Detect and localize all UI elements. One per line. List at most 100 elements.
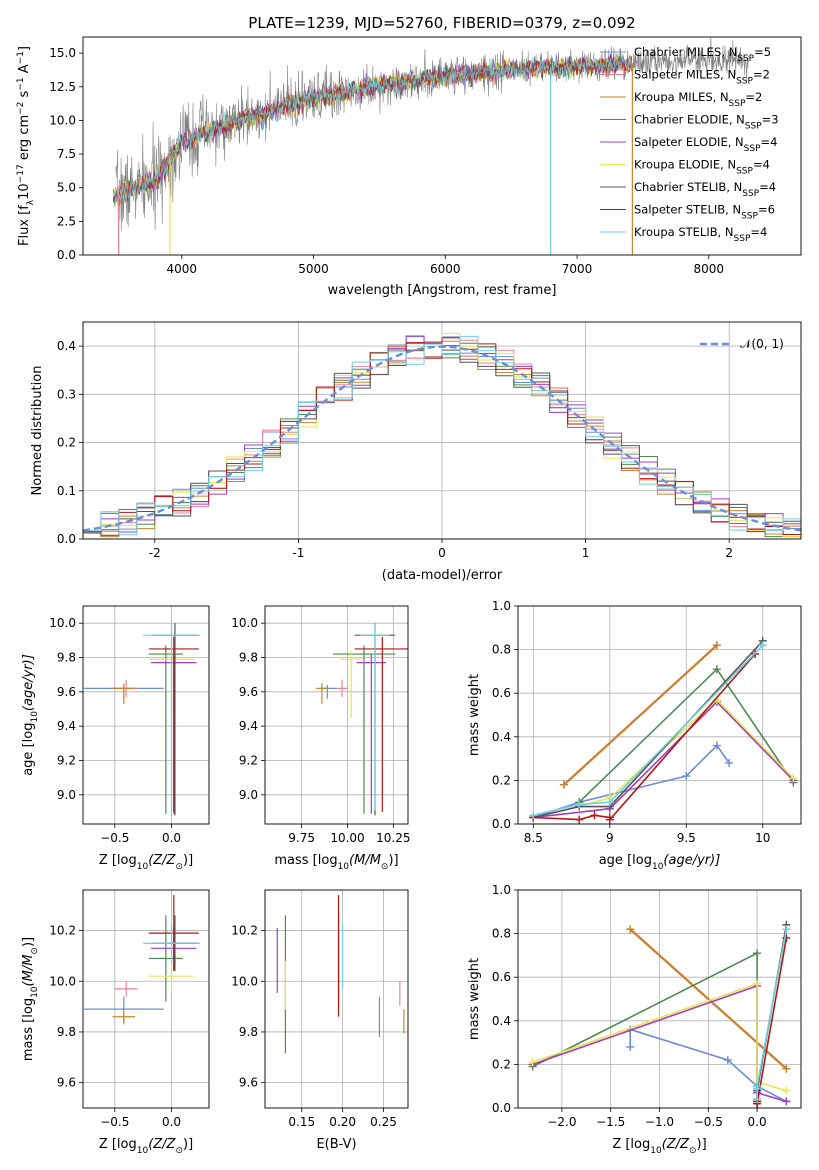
legend-entry: Kroupa MILES, NSSP=2	[634, 90, 762, 109]
label-part: SSP	[742, 189, 759, 199]
mass-weight-marker	[753, 979, 762, 988]
mass-weight-marker	[782, 933, 791, 942]
mass-weight-marker	[725, 758, 734, 767]
label-part: Salpeter ELODIE, N	[634, 135, 744, 149]
x-tick-label: 2	[725, 546, 733, 560]
x-axis-label: mass [log10(M/M⊙)]	[274, 853, 398, 872]
axes-frame: -2 -1 0 1 2 0.0 0.1 0.2 0.3 0.4 (data-model)/error…	[30, 321, 802, 583]
label-part: SSP	[745, 122, 762, 132]
mass-weight-marker	[782, 925, 791, 934]
label-part: 10	[30, 711, 40, 723]
mass-weight-line	[533, 644, 764, 817]
axes-spine	[82, 605, 210, 825]
plot-area	[529, 636, 798, 824]
y-tick-label: 9.0	[239, 788, 258, 802]
label-part: age [log	[599, 853, 652, 868]
axes-spine	[82, 889, 210, 1109]
legend-entry: Kroupa STELIB, NSSP=4	[634, 225, 767, 244]
y-tick-label: 0.8	[492, 643, 511, 657]
label-part: (Z/Z	[148, 1137, 176, 1152]
y-tick-label: 9.6	[57, 685, 76, 699]
label-part: 10	[17, 183, 32, 200]
y-tick-label: 9.8	[57, 1025, 76, 1039]
y-tick-label: 10.0	[231, 974, 258, 988]
label-part: Flux [f	[17, 205, 32, 246]
y-axis-label: mass [log10(M/M⊙)]	[21, 937, 40, 1061]
label-part: =5	[754, 45, 771, 59]
y-tick-label: 0.2	[492, 1057, 511, 1071]
y-tick-label: 10.0	[49, 974, 76, 988]
y-tick-label: 0.1	[57, 484, 76, 498]
y-tick-label: 9.8	[239, 1025, 258, 1039]
label-part: Z [log	[99, 853, 137, 868]
plot-area	[528, 920, 791, 1108]
label-part: ⊙	[381, 862, 389, 872]
label-part: ]	[17, 46, 32, 51]
label-part: Chabrier MILES, N	[634, 45, 737, 59]
label-part: erg cm	[17, 115, 32, 164]
y-tick-label: 0.3	[57, 387, 76, 401]
plot-area	[276, 895, 405, 1054]
axes-frame: −0.5 0.09.09.29.49.69.810.0Z [log10(Z/Z⊙)…	[21, 605, 210, 872]
x-axis-label: Z [log10(Z/Z⊙)]	[612, 1137, 706, 1156]
label-part: SSP	[729, 99, 746, 109]
mass-weight-line	[533, 640, 764, 819]
x-tick-label: 9	[606, 831, 614, 845]
label-part: 10	[338, 862, 350, 872]
label-part: 10	[650, 1146, 662, 1156]
label-part: −1	[16, 51, 26, 64]
y-tick-label: 0.8	[492, 927, 511, 941]
legend-entry: Kroupa ELODIE, NSSP=4	[634, 158, 770, 177]
mass-weight-marker	[712, 641, 721, 650]
mass-weight-marker	[753, 1095, 762, 1104]
mass-weight-line	[629, 928, 788, 1070]
mass-weight-marker	[626, 1042, 635, 1051]
x-tick-label: 8.5	[524, 831, 543, 845]
label-part: =4	[759, 180, 776, 194]
y-tick-label: 9.8	[239, 650, 258, 664]
x-axis-label: (data-model)/error	[382, 568, 503, 583]
y-axis-label: Flux [fλ10−17 erg cm−2 s−1 A−1]	[16, 46, 36, 246]
axes-frame: −2.0 −1.5 −1.0 −0.5 0.0 0.0 0.2 0.4 0.6 0.8 1.0 Z […	[467, 883, 802, 1156]
x-tick-label: −0.5	[100, 831, 129, 845]
x-tick-label: 1	[582, 546, 590, 560]
axes-frame: 9.75 10.00 10.25 9.0 9.2 9.4 9.6 9.8 10.0 mass [l…	[231, 605, 411, 872]
y-tick-label: 7.5	[57, 147, 76, 161]
x-tick-label: -2	[149, 546, 161, 560]
mass-weight-marker	[528, 1058, 537, 1067]
histogram-step	[83, 337, 801, 539]
grid	[518, 605, 801, 825]
label-part: −17	[16, 164, 26, 183]
y-tick-label: 10.2	[231, 924, 258, 938]
x-tick-label: −2.0	[547, 1115, 576, 1129]
y-tick-label: 15.0	[49, 46, 76, 60]
x-tick-label: 6000	[430, 262, 461, 276]
x-tick-label: 10	[755, 831, 770, 845]
label-part: SSP	[744, 144, 761, 154]
x-tick-label: −1.5	[596, 1115, 625, 1129]
mass-weight-marker	[758, 641, 767, 650]
y-tick-label: 9.8	[57, 650, 76, 664]
label-part: A	[17, 64, 32, 77]
label-part: SSP	[736, 167, 753, 177]
label-part: s	[17, 90, 32, 101]
y-tick-label: 0.4	[57, 339, 76, 353]
x-tick-label: −1.0	[645, 1115, 674, 1129]
mass-weight-marker	[782, 1064, 791, 1073]
mass-weight-marker	[782, 1097, 791, 1106]
label-part: Salpeter STELIB, N	[634, 203, 741, 217]
mass-weight-marker	[605, 815, 614, 824]
y-tick-label: 0.0	[492, 817, 511, 831]
y-tick-label: 0.0	[492, 1101, 511, 1115]
y-tick-label: 0.2	[492, 773, 511, 787]
mass-weight-marker	[559, 780, 568, 789]
label-part: SSP	[741, 212, 758, 222]
legend-entry: Salpeter STELIB, NSSP=6	[634, 203, 775, 222]
legend-entry: 𝒩(0, 1)	[740, 337, 784, 351]
label-part: 10	[30, 986, 40, 998]
y-tick-label: 1.0	[492, 883, 511, 897]
y-tick-label: 9.0	[57, 788, 76, 802]
y-tick-label: 10.0	[49, 113, 76, 127]
label-part: =3	[762, 113, 779, 127]
